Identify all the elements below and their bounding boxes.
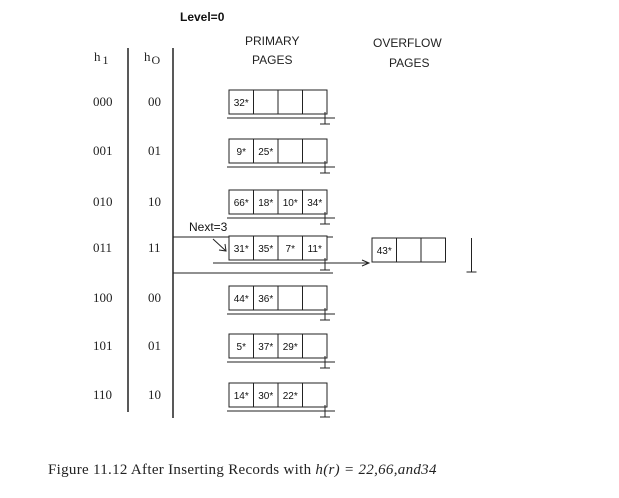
h0-value: 01 [148,143,161,158]
level-label: Level=0 [180,10,225,24]
caption-prefix: Figure 11.12 After Inserting Records wit… [48,462,316,478]
h0-header: hO [144,49,161,67]
record-entry: 10* [283,198,298,209]
record-entry: 7* [286,244,296,255]
bucket-slot [277,138,303,164]
bucket-slot [228,285,254,311]
overflow-link-arrowhead [361,259,371,267]
h1-value: 010 [93,194,113,209]
record-entry: 30* [258,391,273,402]
bucket-slot [253,235,279,261]
bucket-slot [277,285,303,311]
bucket-slot [277,235,303,261]
bucket-row-011: 011 11 31* 35* 7* 11* [93,235,330,271]
h0-value: 00 [148,290,161,305]
h1-value: 011 [93,240,112,255]
record-entry: 36* [258,294,273,305]
record-entry: 25* [258,147,273,158]
bucket-slot [277,333,303,359]
bucket-rows: 000 00 32*001 01 9* 25*010 10 66* 18* 10* 34*011 11… [93,89,335,418]
h1-value: 101 [93,338,113,353]
bucket-row-100: 100 00 44* 36* [93,285,335,321]
figure-caption: Figure 11.12 After Inserting Records wit… [48,462,437,479]
bucket-slot [302,138,328,164]
bucket-slot [228,235,254,261]
bucket-slot [228,189,254,215]
overflow-slot [420,237,446,263]
overflow-pages-header-line1: OVERFLOW [373,36,442,50]
overflow-slot [396,237,422,263]
bucket-slot [302,89,328,115]
bucket-slot [302,235,328,261]
overflow-pages-header-line2: PAGES [389,56,429,70]
bucket-row-000: 000 00 32* [93,89,335,125]
h0-value: 10 [148,194,161,209]
h0-value: 10 [148,387,161,402]
next-pointer-arrowhead [218,243,227,252]
bucket-row-010: 010 10 66* 18* 10* 34* [93,189,335,225]
overflow-page: 43* [371,237,477,273]
bucket-slot [228,138,254,164]
record-entry: 34* [307,198,322,209]
caption-formula: h(r) = 22,66,and34 [315,462,437,478]
bucket-slot [253,189,279,215]
bucket-slot [277,189,303,215]
record-entry: 44* [234,294,249,305]
h0-value: 00 [148,94,161,109]
bucket-row-001: 001 01 9* 25* [93,138,335,174]
h1-value: 000 [93,94,113,109]
record-entry: 66* [234,198,249,209]
bucket-slot [253,89,279,115]
next-pointer-label: Next=3 [189,220,228,234]
record-entry: 18* [258,198,273,209]
record-entry: 22* [283,391,298,402]
bucket-slot [302,382,328,408]
bucket-slot [253,285,279,311]
h0-value: 11 [148,240,161,255]
record-entry: 32* [234,98,249,109]
bucket-slot [302,333,328,359]
record-entry: 35* [258,244,273,255]
record-entry: 29* [283,342,298,353]
h0-value: 01 [148,338,161,353]
next-pointer-arrow [212,238,227,252]
h1-value: 001 [93,143,113,158]
bucket-row-110: 110 10 14* 30* 22* [93,382,335,418]
primary-pages-header-line2: PAGES [252,53,292,67]
record-entry: 11* [308,244,322,255]
record-entry: 9* [237,147,247,158]
bucket-slot [253,333,279,359]
h1-value: 110 [93,387,112,402]
bucket-slot [302,189,328,215]
overflow-record-entry: 43* [377,246,392,257]
record-entry: 14* [234,391,249,402]
bucket-slot [228,382,254,408]
record-entry: 5* [237,342,247,353]
h1-value: 100 [93,290,113,305]
bucket-row-101: 101 01 5* 37* 29* [93,333,335,369]
bucket-slot [302,285,328,311]
primary-pages-header-line1: PRIMARY [245,34,299,48]
bucket-slot [277,89,303,115]
bucket-slot [253,382,279,408]
record-entry: 31* [234,244,249,255]
record-entry: 37* [258,342,273,353]
